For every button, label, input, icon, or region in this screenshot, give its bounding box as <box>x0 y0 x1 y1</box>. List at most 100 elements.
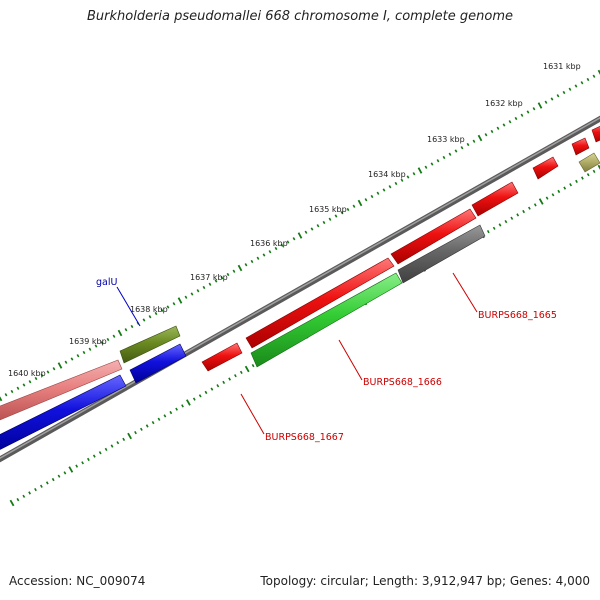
ruler-tick <box>514 116 518 121</box>
ruler-tick <box>466 142 470 147</box>
ruler-tick <box>112 334 116 338</box>
gene-labels: galU BURPS668_1665 BURPS668_1666 BURPS66… <box>96 277 557 443</box>
ruler-tick <box>297 232 303 239</box>
ruler-label-1639: 1639 kbp <box>69 337 107 346</box>
ruler-tick <box>528 206 531 210</box>
ruler-tick <box>190 292 194 296</box>
ruler-tick <box>388 185 392 189</box>
genome-summary-text: Topology: circular; Length: 3,912,947 bp… <box>260 574 590 588</box>
ruler-tick <box>148 315 152 319</box>
accession-text: Accession: NC_009074 <box>9 574 146 588</box>
gene-blue-left[interactable] <box>0 374 127 452</box>
ruler-tick <box>110 444 114 448</box>
map-title: Burkholderia pseudomallei 668 chromosome… <box>86 9 514 24</box>
ruler-tick <box>82 350 86 355</box>
ruler-tick <box>88 347 92 351</box>
ruler-tick <box>544 100 548 104</box>
gene-blue-right[interactable] <box>129 343 187 384</box>
ruler-tick <box>262 253 266 257</box>
ruler-tick <box>581 176 584 180</box>
ruler-tick <box>163 414 167 418</box>
ruler-tick <box>537 102 543 109</box>
ruler-tick <box>417 167 423 174</box>
ruler-tick <box>520 113 524 117</box>
gene-features <box>0 124 600 452</box>
ruler-tick <box>586 77 590 82</box>
gene-burps668-1667[interactable] <box>201 342 243 372</box>
ruler-tick <box>34 376 38 381</box>
ruler-tick <box>68 466 74 473</box>
ruler-tick <box>574 84 578 88</box>
ruler-tick <box>244 263 248 267</box>
gene-red-upper-4[interactable] <box>532 156 559 180</box>
ruler-tick <box>424 165 428 169</box>
gene-red-upper-3[interactable] <box>471 181 519 217</box>
ruler-tick <box>228 377 231 381</box>
ruler-tick <box>532 107 536 111</box>
ruler-tick <box>202 285 206 290</box>
ruler-tick <box>16 386 20 390</box>
ruler-tick <box>538 198 544 205</box>
ruler-tick <box>316 224 320 228</box>
gene-red-upper-long[interactable] <box>245 257 395 349</box>
gene-galu[interactable] <box>119 325 181 364</box>
ruler-tick <box>28 380 32 384</box>
ruler-tick <box>64 360 68 364</box>
ruler-tick <box>436 159 440 163</box>
ruler-tick <box>237 264 243 272</box>
ruler-tick <box>198 394 202 398</box>
gene-red-upper-6[interactable] <box>591 124 600 143</box>
ruler-tick <box>220 276 224 280</box>
ruler-tick <box>370 194 374 199</box>
gene-burps668-1666[interactable] <box>250 272 403 368</box>
ruler-tick <box>51 477 55 482</box>
ruler-tick <box>557 189 561 194</box>
ruler-label-1638: 1638 kbp <box>130 305 168 314</box>
ruler-tick <box>477 134 483 142</box>
ruler-tick <box>569 183 572 187</box>
ruler-tick <box>364 198 368 202</box>
gene-label-burps668-1665: BURPS668_1665 <box>478 310 557 321</box>
ruler-tick <box>192 397 196 401</box>
ruler-tick <box>145 424 149 428</box>
ruler-tick <box>181 404 184 408</box>
ruler-tick <box>10 389 14 394</box>
ruler-tick <box>460 146 464 150</box>
ruler-label-1635: 1635 kbp <box>309 205 347 214</box>
ruler-tick <box>177 297 183 304</box>
ruler-tick <box>81 461 84 465</box>
gene-khaki[interactable] <box>578 152 600 173</box>
ruler-tick <box>492 226 496 230</box>
ruler-tick <box>502 123 506 127</box>
ruler-tick <box>45 481 49 485</box>
ruler-tick <box>87 457 90 462</box>
ruler-tick <box>157 417 161 421</box>
ruler-tick <box>430 162 434 166</box>
ruler-tick <box>175 407 178 411</box>
gene-burps668-1665[interactable] <box>397 224 486 284</box>
gene-pink[interactable] <box>0 359 123 422</box>
ruler-tick <box>40 373 44 377</box>
ruler-tick <box>34 487 37 492</box>
ruler-tick <box>57 474 61 478</box>
ruler-label-1636: 1636 kbp <box>250 239 288 248</box>
ruler-tick <box>556 94 560 98</box>
ruler-tick <box>448 152 452 156</box>
ruler-tick <box>382 188 386 192</box>
ruler-tick <box>184 295 188 299</box>
label-leaders <box>116 272 478 435</box>
ruler-tick <box>484 133 488 137</box>
ruler-label-1637: 1637 kbp <box>190 273 228 282</box>
ruler-track-outer <box>0 69 600 402</box>
gene-red-upper-5[interactable] <box>571 137 590 156</box>
ruler-tick <box>232 269 236 273</box>
ruler-tick <box>580 81 584 85</box>
ruler-tick <box>508 120 512 124</box>
ruler-tick <box>226 272 230 277</box>
ruler-tick <box>340 211 344 215</box>
gene-red-upper-2[interactable] <box>390 208 477 265</box>
ruler-tick <box>545 196 549 200</box>
ruler-tick <box>196 289 200 293</box>
